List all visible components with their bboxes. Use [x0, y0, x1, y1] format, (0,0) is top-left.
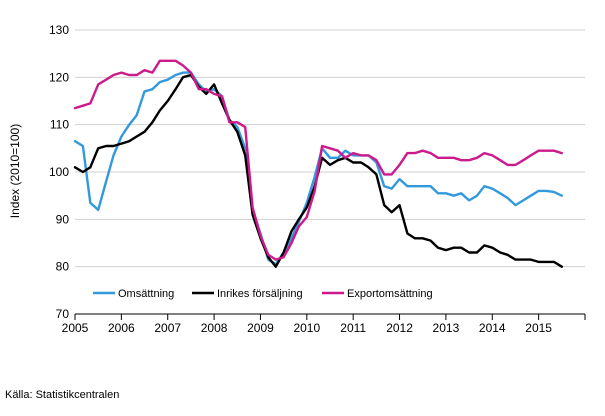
legend: Omsättning Inrikes försäljning Exportomsät… — [93, 288, 433, 300]
x-tick-label-2007: 2007 — [154, 321, 181, 335]
legend-label-0: Omsättning — [118, 288, 174, 300]
x-tick-label-2008: 2008 — [201, 321, 228, 335]
x-tick-label-2010: 2010 — [293, 321, 320, 335]
x-tick-label-2005: 2005 — [62, 321, 89, 335]
y-tick-label-110: 110 — [50, 118, 69, 132]
series-lines — [73, 59, 563, 268]
series-line-2 — [73, 59, 563, 261]
x-tick-label-2012: 2012 — [386, 321, 413, 335]
y-tick-label-100: 100 — [49, 165, 69, 179]
x-tick-label-2014: 2014 — [479, 321, 506, 335]
y-tick-label-70: 70 — [56, 307, 70, 321]
source-note: Källa: Statistikcentralen — [5, 389, 120, 401]
y-axis-title: Index (2010=100) — [8, 124, 22, 218]
y-tick-label-120: 120 — [49, 70, 69, 84]
x-tick-label-2006: 2006 — [108, 321, 135, 335]
legend-label-1: Inrikes försäljning — [217, 288, 303, 300]
y-tick-label-130: 130 — [49, 23, 69, 37]
legend-label-2: Exportomsättning — [347, 288, 433, 300]
y-tick-label-90: 90 — [56, 212, 70, 226]
x-tick-label-2015: 2015 — [525, 321, 552, 335]
axes: 70 80 90 100 110 120 130 2005 2006 2007 2008 2009 20… — [49, 23, 586, 335]
x-tick-label-2009: 2009 — [247, 321, 274, 335]
x-tick-label-2011: 2011 — [340, 321, 366, 335]
gridlines — [75, 29, 585, 268]
y-tick-label-80: 80 — [56, 260, 70, 274]
x-tick-label-2013: 2013 — [433, 321, 460, 335]
